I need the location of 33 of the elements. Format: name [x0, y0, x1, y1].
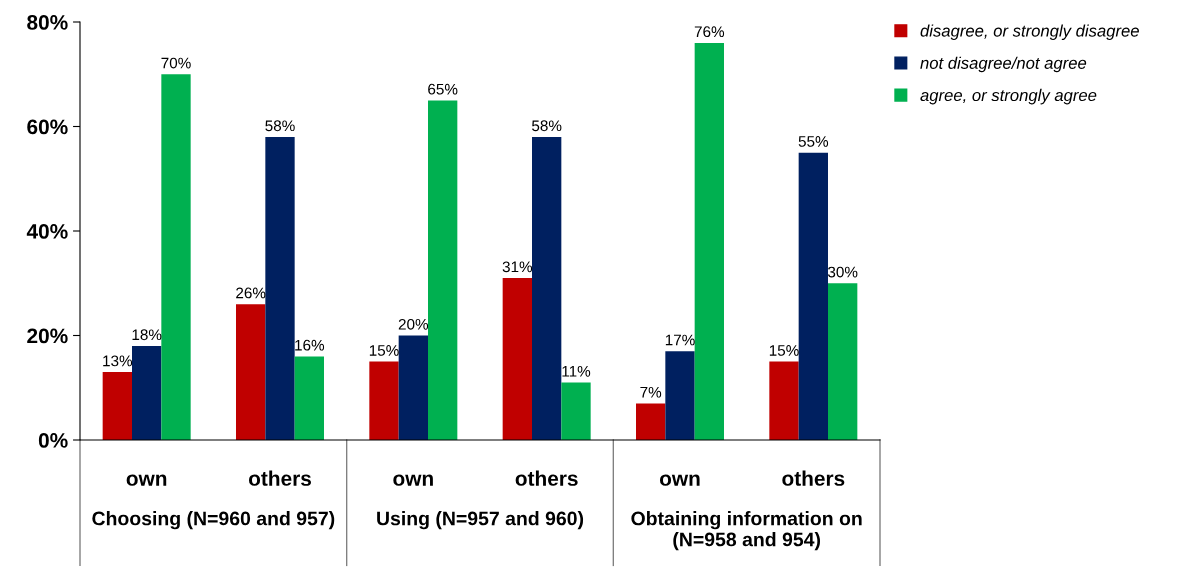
data-label: 7%: [640, 386, 662, 398]
y-tick-label: 80%: [27, 15, 68, 30]
x-tick-label: others: [248, 470, 311, 486]
data-label: 58%: [265, 120, 295, 132]
data-label: 65%: [428, 83, 458, 95]
x-tick-label: own: [393, 474, 433, 486]
data-label: 13%: [103, 355, 133, 367]
data-label: 70%: [161, 57, 191, 69]
y-tick-label: 0%: [38, 433, 68, 448]
data-label: 31%: [502, 261, 533, 273]
data-label: 16%: [295, 339, 325, 351]
data-label: 20%: [398, 318, 429, 330]
text: Choosing (N=960 and 957): [92, 511, 335, 530]
x-tick-label: others: [515, 470, 578, 486]
data-label: 55%: [798, 136, 829, 147]
legend-label: disagree, or strongly disagree: [920, 24, 1139, 40]
data-label: 76%: [694, 26, 725, 38]
data-label: 11%: [562, 365, 591, 377]
x-tick-label: others: [782, 470, 845, 486]
text: Using (N=957 and 960): [377, 511, 584, 530]
y-tick-label: 40%: [26, 224, 68, 239]
data-label: 58%: [531, 120, 562, 132]
legend-label: not disagree/not agree: [920, 56, 1087, 73]
data-label: 15%: [369, 345, 399, 356]
data-label: 17%: [665, 334, 695, 346]
x-tick-label: own: [659, 474, 700, 486]
text: Obtaining information on (N=958 and 954): [631, 511, 862, 551]
legend-label: agree, or strongly agree: [920, 88, 1097, 105]
data-label: 15%: [769, 345, 799, 356]
data-label: 30%: [827, 266, 858, 278]
y-tick-label: 60%: [27, 119, 68, 135]
x-tick-label: own: [126, 474, 167, 486]
y-tick-label: 20%: [27, 328, 68, 344]
